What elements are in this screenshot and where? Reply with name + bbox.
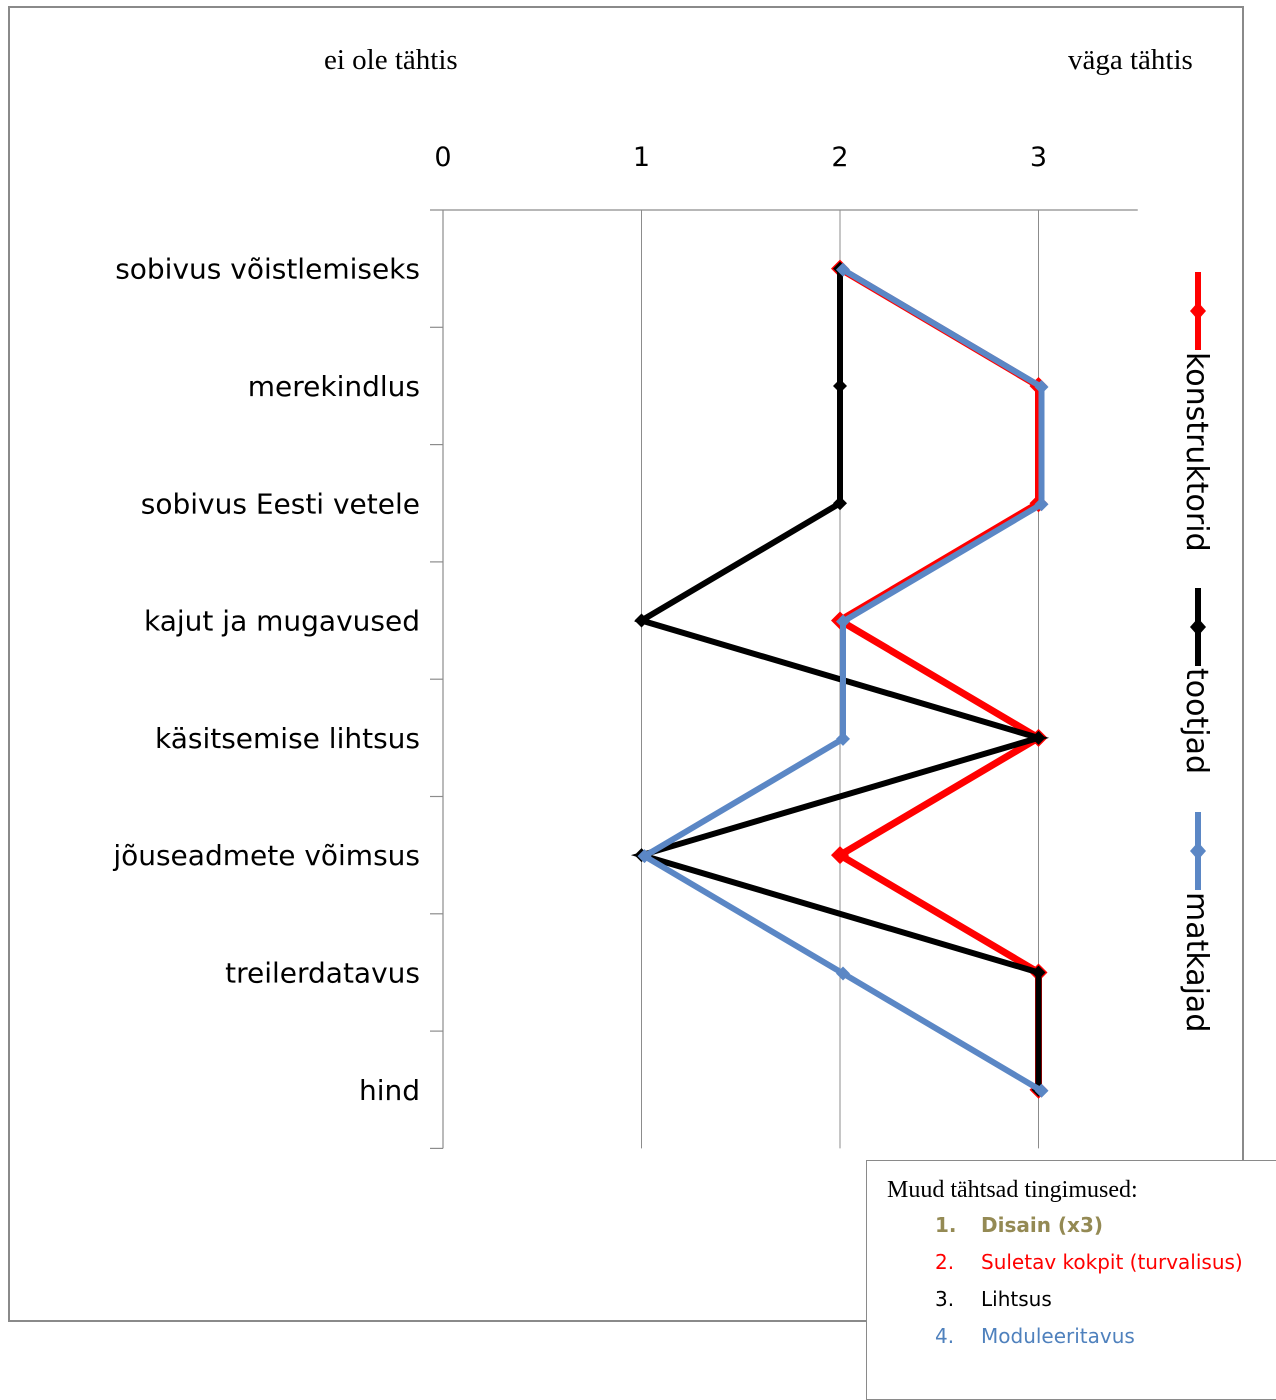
category-label: jõuseadmete võimsus (112, 839, 420, 872)
notes-title: Muud tähtsad tingimused: (887, 1177, 1138, 1203)
note-text: Suletav kokpit (turvalisus) (981, 1250, 1243, 1274)
category-label: sobivus võistlemiseks (115, 253, 420, 286)
data-point (833, 378, 847, 393)
category-label: kajut ja mugavused (144, 605, 420, 638)
note-text: Moduleeritavus (981, 1324, 1135, 1348)
note-item: 1. Disain (x3) (935, 1213, 1103, 1237)
category-label: sobivus Eesti vetele (141, 487, 420, 520)
data-point (836, 731, 850, 746)
scale-high-label: väga tähtis (1068, 44, 1193, 76)
note-item: 2. Suletav kokpit (turvalisus) (935, 1250, 1243, 1274)
data-point (831, 846, 849, 865)
data-point (1034, 497, 1049, 512)
data-point (1034, 379, 1049, 394)
data-point (637, 849, 652, 864)
x-tick-label: 1 (633, 142, 650, 173)
data-point (1034, 1083, 1049, 1098)
x-tick-label: 3 (1030, 142, 1047, 173)
legend-marker (1190, 842, 1206, 860)
notes-box: Muud tähtsad tingimused: 1. Disain (x3) 2.… (866, 1160, 1276, 1400)
note-number: 3. (935, 1287, 955, 1311)
legend-marker (1190, 302, 1206, 320)
x-tick-label: 0 (434, 142, 451, 173)
legend-marker (1190, 618, 1206, 636)
data-point (836, 614, 850, 629)
note-number: 4. (935, 1324, 955, 1348)
note-number: 2. (935, 1250, 955, 1274)
data-point (836, 262, 850, 277)
legend-label: tootjad (1179, 668, 1214, 774)
scale-low-label: ei ole tähtis (324, 44, 458, 76)
x-tick-label: 2 (831, 142, 848, 173)
legend-label: matkajad (1179, 892, 1214, 1032)
category-label: merekindlus (248, 370, 420, 403)
note-item: 3. Lihtsus (935, 1287, 1052, 1311)
note-text: Disain (x3) (981, 1213, 1104, 1237)
data-point (836, 966, 850, 981)
category-label: hind (359, 1074, 420, 1107)
note-item: 4. Moduleeritavus (935, 1324, 1135, 1348)
note-number: 1. (935, 1213, 957, 1237)
category-label: käsitsemise lihtsus (155, 722, 420, 755)
data-point (833, 496, 847, 511)
chart-frame (8, 6, 1244, 1322)
note-text: Lihtsus (981, 1287, 1052, 1311)
data-point (634, 613, 649, 628)
data-point (1031, 965, 1046, 980)
category-label: treilerdatavus (225, 956, 420, 989)
series-line (638, 267, 1045, 1094)
legend-label: konstruktorid (1179, 352, 1214, 552)
data-point (1031, 730, 1046, 745)
